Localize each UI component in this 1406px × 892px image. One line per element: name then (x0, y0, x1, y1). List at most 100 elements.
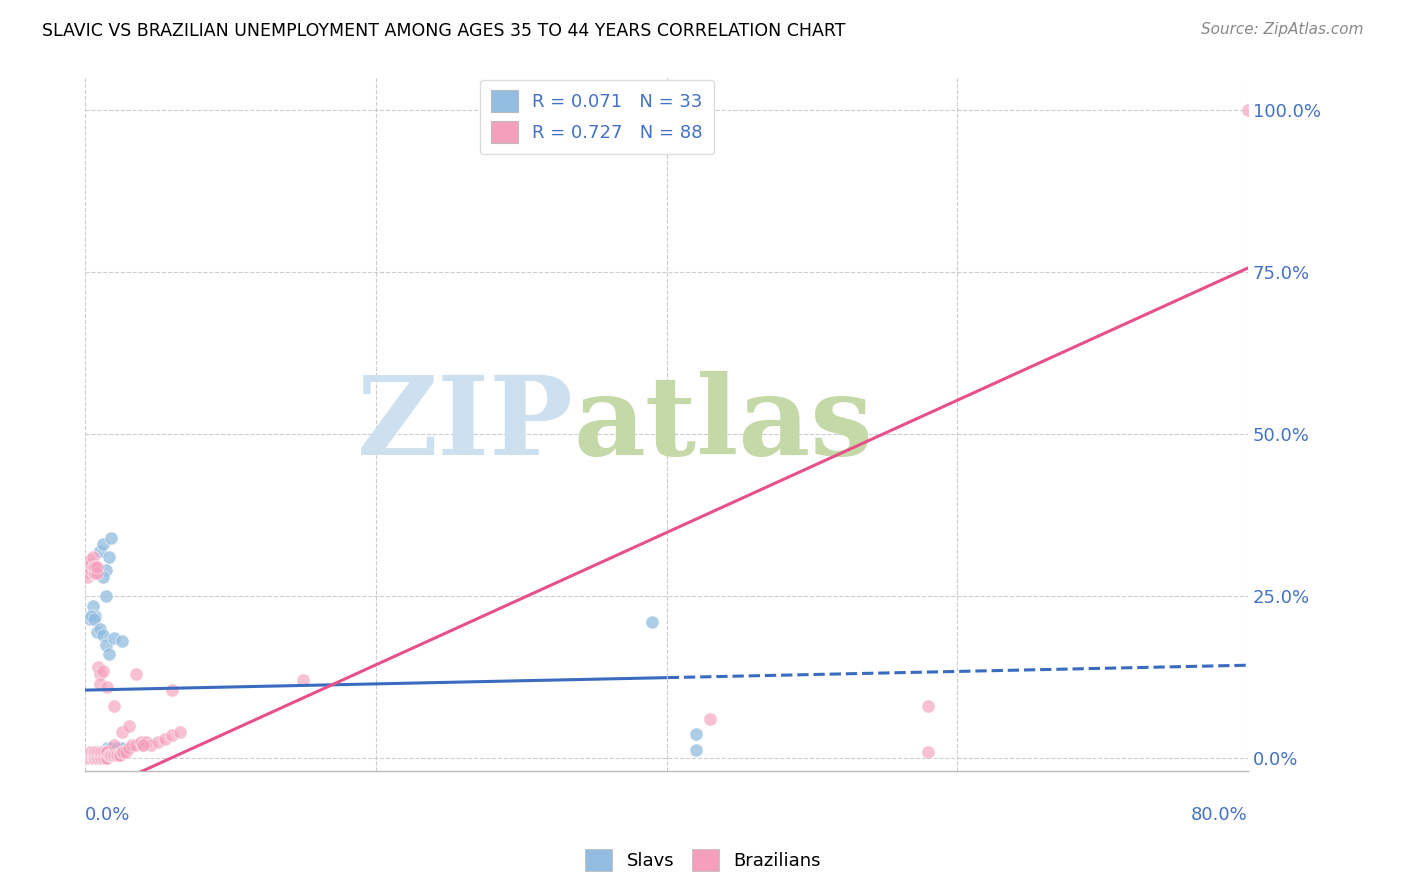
Point (96, 680, 118, 694)
Point (89, 745, 111, 759)
Point (115, 745, 138, 759)
Point (89, 676, 111, 690)
Point (80, 745, 103, 759)
Point (79, 747, 101, 762)
Point (79, 747, 101, 762)
Point (84, 750, 107, 764)
Point (135, 735, 157, 749)
Point (84, 608, 107, 623)
Point (94, 745, 117, 759)
Point (82, 747, 104, 762)
Point (103, 747, 125, 762)
Point (89, 747, 111, 762)
Point (91, 537, 114, 551)
Point (93, 750, 115, 764)
Text: ZIP: ZIP (357, 371, 574, 478)
Point (76, 569, 98, 583)
Legend: R = 0.071   N = 33, R = 0.727   N = 88: R = 0.071 N = 33, R = 0.727 N = 88 (479, 79, 714, 154)
Point (89, 750, 111, 764)
Point (111, 634, 134, 648)
Point (118, 741, 141, 756)
Point (77, 747, 100, 762)
Point (86, 560, 108, 574)
Point (84, 747, 107, 762)
Point (84, 745, 107, 759)
Point (132, 738, 155, 752)
Point (87, 750, 110, 764)
Point (82, 745, 104, 759)
Point (82, 747, 104, 762)
Point (96, 741, 118, 756)
Point (79, 750, 101, 764)
Point (125, 738, 148, 752)
Point (111, 745, 134, 759)
Point (76, 750, 98, 764)
Point (685, 743, 707, 757)
Text: atlas: atlas (574, 371, 873, 478)
Point (89, 622, 111, 636)
Point (82, 550, 104, 565)
Point (91, 747, 114, 762)
Point (98, 747, 121, 762)
Point (94, 745, 117, 759)
Point (94, 750, 117, 764)
Point (87, 745, 110, 759)
Point (91, 750, 114, 764)
Point (118, 719, 141, 733)
Point (97, 648, 120, 662)
Point (89, 745, 111, 759)
Point (105, 747, 128, 762)
Point (90, 747, 112, 762)
Point (89, 747, 111, 762)
Point (87, 745, 110, 759)
Point (641, 615, 664, 629)
Point (94, 638, 117, 652)
Point (80, 747, 103, 762)
Point (917, 699, 939, 714)
Point (91, 664, 114, 678)
Point (79, 553, 101, 567)
Point (104, 747, 127, 762)
Point (103, 738, 125, 752)
Point (96, 745, 118, 759)
Point (86, 745, 108, 759)
Point (90, 745, 112, 759)
Text: Source: ZipAtlas.com: Source: ZipAtlas.com (1201, 22, 1364, 37)
Point (83, 745, 105, 759)
Point (89, 543, 111, 558)
Point (121, 738, 143, 752)
Point (97, 745, 120, 759)
Point (94, 563, 117, 577)
Point (82, 599, 104, 613)
Point (84, 566, 107, 581)
Point (100, 741, 122, 756)
Point (91, 745, 114, 759)
Point (93, 745, 115, 759)
Point (86, 747, 108, 762)
Point (917, 745, 939, 759)
Point (80, 750, 103, 764)
Point (94, 589, 117, 603)
Point (80, 563, 103, 577)
Point (90, 750, 112, 764)
Point (97, 747, 120, 762)
Point (125, 666, 148, 681)
Point (77, 560, 100, 574)
Point (699, 712, 721, 726)
Point (79, 557, 101, 571)
Point (111, 725, 134, 739)
Point (87, 660, 110, 674)
Point (169, 725, 191, 739)
Legend: Slavs, Brazilians: Slavs, Brazilians (578, 842, 828, 879)
Text: SLAVIC VS BRAZILIAN UNEMPLOYMENT AMONG AGES 35 TO 44 YEARS CORRELATION CHART: SLAVIC VS BRAZILIAN UNEMPLOYMENT AMONG A… (42, 22, 845, 40)
Point (105, 741, 128, 756)
Point (107, 747, 129, 762)
Point (77, 566, 100, 581)
Point (112, 745, 135, 759)
Point (101, 747, 124, 762)
Point (93, 745, 115, 759)
Point (83, 747, 105, 762)
Point (90, 745, 112, 759)
Point (103, 632, 125, 646)
Point (162, 729, 184, 743)
